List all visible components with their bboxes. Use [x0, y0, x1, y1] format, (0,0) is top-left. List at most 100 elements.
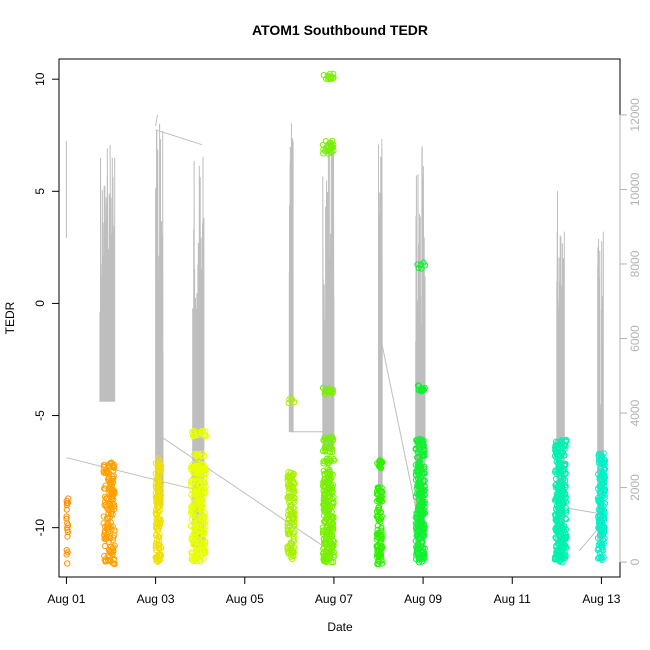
- data-point: [109, 487, 116, 494]
- data-point: [64, 533, 71, 540]
- x-tick-label: Aug 09: [404, 592, 442, 606]
- data-point: [152, 483, 159, 490]
- data-point: [420, 551, 428, 558]
- line-series: [65, 114, 604, 552]
- data-point: [193, 544, 200, 552]
- data-point: [64, 529, 72, 536]
- data-point: [328, 513, 335, 520]
- data-point: [103, 468, 111, 475]
- data-point: [555, 463, 562, 470]
- data-point: [560, 539, 567, 546]
- data-point: [412, 493, 419, 500]
- y-tick-label: -10: [33, 519, 47, 537]
- data-point: [324, 532, 331, 539]
- y2-tick-label: 0: [628, 558, 642, 565]
- x-tick-label: Aug 07: [315, 592, 353, 606]
- y-tick-label: 0: [33, 300, 47, 307]
- data-point: [153, 499, 160, 506]
- data-point: [198, 478, 205, 485]
- data-point: [105, 557, 112, 564]
- data-point: [63, 497, 70, 504]
- data-point: [194, 432, 201, 439]
- data-point: [319, 447, 327, 455]
- data-point: [374, 544, 381, 551]
- data-point: [554, 452, 561, 459]
- data-point: [421, 470, 428, 477]
- data-point: [374, 522, 381, 529]
- x-tick-label: Aug 03: [137, 592, 175, 606]
- data-point: [555, 491, 562, 498]
- data-point: [328, 521, 335, 528]
- data-point: [190, 524, 197, 532]
- data-point: [330, 141, 337, 148]
- data-point: [100, 461, 108, 469]
- data-point: [290, 521, 297, 529]
- data-point: [599, 481, 606, 488]
- data-point: [111, 527, 118, 534]
- data-point: [188, 516, 195, 523]
- data-point: [154, 476, 161, 483]
- data-point: [321, 476, 329, 483]
- data-point: [555, 500, 562, 507]
- data-point: [557, 486, 565, 493]
- data-point: [415, 387, 422, 394]
- x-tick-label: Aug 13: [582, 592, 620, 606]
- data-point: [101, 529, 108, 536]
- data-point: [596, 549, 603, 557]
- data-point: [601, 472, 608, 479]
- data-point: [329, 495, 336, 502]
- data-point: [287, 551, 294, 558]
- data-point: [291, 518, 298, 525]
- data-point: [555, 513, 562, 520]
- data-point: [101, 542, 109, 550]
- line-spike: [288, 123, 294, 432]
- data-point: [321, 479, 328, 486]
- data-point: [63, 551, 70, 558]
- data-point: [597, 555, 605, 562]
- data-point: [107, 519, 114, 526]
- data-point: [557, 438, 564, 445]
- data-point: [601, 500, 608, 507]
- data-point: [321, 444, 328, 451]
- data-point: [326, 70, 333, 78]
- data-point: [598, 504, 605, 511]
- data-point: [418, 558, 426, 565]
- data-point: [562, 460, 569, 467]
- data-point: [154, 455, 161, 462]
- y2-tick-label: 2000: [628, 474, 642, 501]
- data-point: [562, 526, 570, 533]
- data-point: [378, 554, 385, 561]
- line-spike: [99, 157, 116, 402]
- data-point: [101, 493, 109, 500]
- data-point: [329, 520, 337, 527]
- data-point: [152, 542, 159, 549]
- data-point: [105, 474, 112, 481]
- data-point: [201, 489, 208, 496]
- data-point: [198, 461, 205, 468]
- data-point: [196, 497, 203, 504]
- data-point: [558, 437, 565, 444]
- data-point: [421, 545, 428, 552]
- data-point: [421, 451, 428, 459]
- data-point: [324, 455, 331, 462]
- data-point: [188, 478, 195, 485]
- data-point: [101, 532, 108, 539]
- line-segment: [109, 144, 112, 399]
- data-point: [326, 539, 333, 546]
- data-point: [288, 395, 295, 402]
- data-point: [418, 265, 425, 272]
- data-point: [109, 473, 116, 480]
- data-point: [563, 498, 570, 505]
- data-point: [601, 523, 608, 531]
- data-point: [373, 488, 381, 495]
- data-point: [153, 553, 160, 560]
- y2-tick-label: 10000: [628, 172, 642, 206]
- data-point: [102, 558, 109, 565]
- data-point: [329, 434, 336, 442]
- data-point: [187, 466, 195, 473]
- line-segment: [66, 457, 203, 492]
- data-point: [194, 550, 201, 557]
- data-point: [417, 476, 424, 483]
- y2-tick-label: 8000: [628, 250, 642, 277]
- data-point: [552, 511, 559, 518]
